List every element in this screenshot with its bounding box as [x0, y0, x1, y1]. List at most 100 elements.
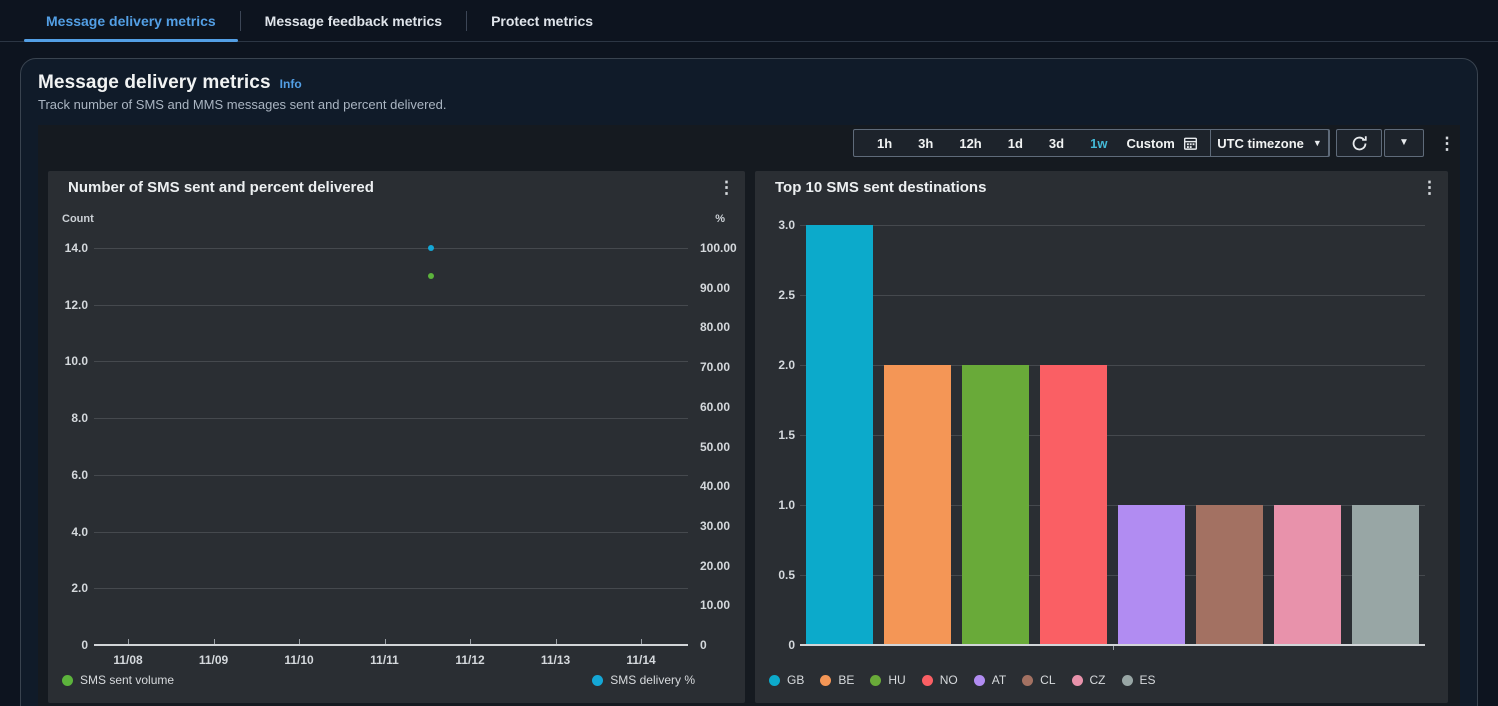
- x-axis-tick-label: 11/09: [198, 653, 229, 667]
- left-axis-tick-label: 14.0: [64, 241, 88, 255]
- timezone-label: UTC timezone: [1217, 135, 1304, 151]
- chart-title: Number of SMS sent and percent delivered: [68, 179, 374, 196]
- bar-AT[interactable]: [1118, 505, 1186, 645]
- range-button-1w[interactable]: 1w: [1081, 130, 1116, 156]
- legend-label: NO: [939, 673, 958, 687]
- range-button-12h[interactable]: 12h: [950, 130, 990, 156]
- sms-sent-delivered-card: Number of SMS sent and percent delivered…: [48, 171, 745, 703]
- gridline: [800, 365, 1425, 366]
- x-axis-tick-label: 11/08: [113, 653, 143, 667]
- tab-message-delivery-metrics[interactable]: Message delivery metrics: [22, 0, 240, 42]
- tab-bar: Message delivery metrics Message feedbac…: [0, 0, 1498, 42]
- right-axis-tick-label: 40.00: [700, 479, 731, 494]
- legend-CL[interactable]: CL: [1022, 673, 1056, 687]
- legend-dot: [1121, 674, 1133, 686]
- tab-divider: [239, 10, 241, 31]
- widget-kebab-menu-icon[interactable]: ⋮: [1421, 178, 1438, 197]
- tab-message-feedback-metrics[interactable]: Message feedback metrics: [241, 0, 466, 41]
- left-axis-tick-label: 2.0: [71, 581, 88, 596]
- x-axis-tick-label: 11/11: [370, 653, 399, 667]
- legend-HU[interactable]: HU: [870, 673, 906, 687]
- gridline: [800, 295, 1425, 296]
- legend-sms-delivery-pct[interactable]: SMS delivery %: [592, 673, 695, 687]
- range-button-3d[interactable]: 3d: [1040, 130, 1073, 156]
- x-axis-tick-label: 11/13: [540, 653, 571, 667]
- gridline: [800, 575, 1425, 576]
- y-axis-tick-label: 3.0: [778, 218, 795, 232]
- custom-range-button[interactable]: Custom: [1116, 130, 1207, 156]
- legend-dot: [870, 674, 882, 686]
- bar-BE[interactable]: [883, 365, 951, 645]
- info-link[interactable]: Info: [279, 77, 302, 91]
- y-axis-tick-label: 1.0: [778, 498, 795, 512]
- legend-CZ[interactable]: CZ: [1071, 673, 1106, 687]
- right-axis-tick-label: 20.00: [700, 558, 731, 573]
- legend-label: GB: [787, 673, 805, 687]
- bar-HU[interactable]: [961, 365, 1029, 645]
- widget-kebab-menu-icon[interactable]: ⋮: [718, 178, 735, 197]
- legend-dot: [921, 674, 933, 686]
- legend-label: HU: [888, 673, 906, 687]
- bar-ES[interactable]: [1352, 505, 1420, 645]
- bar-GB[interactable]: [805, 225, 873, 645]
- refresh-icon: [1352, 135, 1367, 150]
- tabbar-spacer: [0, 0, 22, 41]
- legend-sms-sent-volume[interactable]: SMS sent volume: [62, 673, 174, 687]
- time-range-list: 1h 3h 12h 1d 3d 1w: [868, 130, 1116, 156]
- x-axis-tick: [384, 639, 386, 644]
- y-axis-tick-label: 0.5: [778, 568, 795, 582]
- legend-label: SMS sent volume: [80, 673, 175, 687]
- y-axis-tick-label: 2.5: [778, 288, 795, 302]
- timezone-dropdown[interactable]: UTC timezone ▼: [1210, 129, 1329, 157]
- right-axis-tick-label: 0: [700, 638, 707, 652]
- legend-GB[interactable]: GB: [769, 673, 804, 687]
- calendar-icon: [1183, 137, 1197, 150]
- left-axis-tick-label: 4.0: [71, 524, 88, 539]
- x-axis-tick-label: 11/12: [455, 653, 485, 667]
- legend-label: BE: [838, 673, 855, 687]
- right-axis-tick-label: 90.00: [700, 280, 731, 295]
- left-axis-tick-label: 0: [81, 638, 88, 652]
- legend-AT[interactable]: AT: [973, 673, 1007, 687]
- chevron-down-icon: ▼: [1399, 137, 1409, 148]
- legend-label: CL: [1040, 673, 1056, 687]
- data-point-sms-delivery-[interactable]: [427, 245, 434, 251]
- gridline: [800, 225, 1425, 226]
- legend-dot: [1071, 674, 1083, 686]
- dashboard-kebab-menu-icon[interactable]: ⋮: [1438, 131, 1456, 155]
- x-axis-line: [800, 644, 1425, 646]
- legend-dot: [973, 674, 985, 686]
- right-axis-tick-label: 50.00: [700, 439, 731, 454]
- refresh-button[interactable]: [1336, 129, 1382, 157]
- legend-label: CZ: [1089, 673, 1106, 687]
- y-axis-tick-label: 0: [788, 638, 795, 652]
- bar-NO[interactable]: [1039, 365, 1107, 645]
- x-axis-tick: [470, 639, 471, 644]
- legend-label: AT: [991, 673, 1007, 687]
- data-point-sms-sent-volume[interactable]: [427, 273, 434, 280]
- legend-BE[interactable]: BE: [820, 673, 854, 687]
- tab-protect-metrics[interactable]: Protect metrics: [467, 0, 617, 41]
- right-axis-tick-label: 30.00: [700, 518, 731, 533]
- gridline: [800, 435, 1425, 436]
- legend-dot: [1022, 674, 1034, 686]
- range-button-1d[interactable]: 1d: [999, 130, 1032, 156]
- top-destinations-card: Top 10 SMS sent destinations ⋮ 3.0 2.5 2.0…: [755, 171, 1448, 703]
- x-axis-tick: [128, 639, 129, 644]
- legend-dot: [820, 674, 832, 686]
- gridline: [94, 474, 688, 476]
- page-title: Message delivery metrics: [38, 72, 271, 93]
- page-subtitle: Track number of SMS and MMS messages sen…: [38, 97, 447, 112]
- x-axis-tick: [555, 639, 557, 644]
- legend-ES[interactable]: ES: [1121, 673, 1156, 687]
- more-actions-dropdown-button[interactable]: ▼: [1384, 129, 1424, 157]
- legend-NO[interactable]: NO: [921, 673, 958, 687]
- right-axis-unit-label: %: [715, 213, 725, 225]
- left-axis-unit-label: Count: [62, 213, 94, 225]
- time-range-toolbar: 1h 3h 12h 1d 3d 1w Custom UTC timezone ▼: [853, 129, 1330, 157]
- range-button-3h[interactable]: 3h: [909, 130, 942, 156]
- range-button-1h[interactable]: 1h: [868, 130, 901, 156]
- dashboard-area: 1h 3h 12h 1d 3d 1w Custom UTC timezone ▼: [38, 125, 1460, 706]
- bar-CZ[interactable]: [1274, 505, 1342, 645]
- bar-CL[interactable]: [1196, 505, 1264, 645]
